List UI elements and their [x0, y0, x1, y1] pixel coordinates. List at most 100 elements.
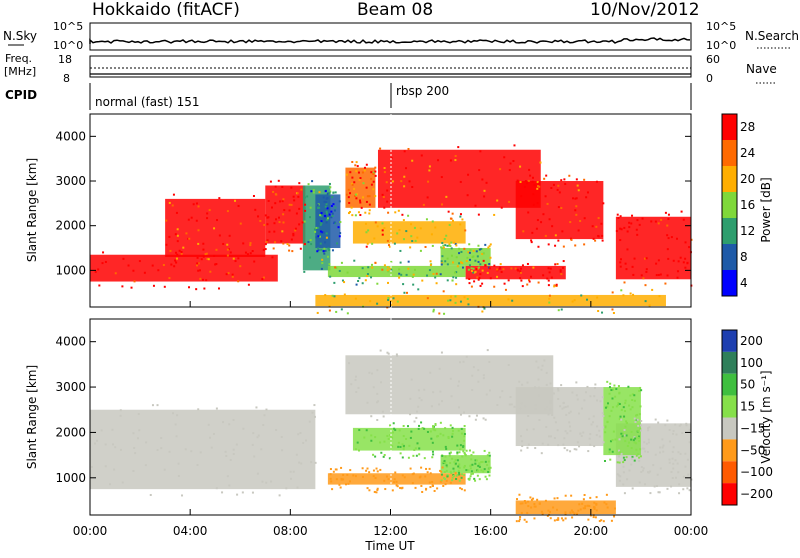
power-data-speck	[176, 240, 179, 243]
power-data-speck	[655, 262, 658, 265]
vel-data-speck	[488, 454, 491, 457]
vel-data-speck	[595, 509, 598, 512]
power-data-speck	[357, 211, 360, 214]
vel-data-speck	[399, 452, 402, 455]
power-data-speck	[237, 204, 240, 207]
vel-data-speck	[401, 474, 404, 477]
power-data-speck	[477, 266, 480, 269]
power-data-speck	[601, 234, 604, 237]
power-data-speck	[325, 212, 328, 215]
vel-data-speck	[451, 479, 454, 482]
vel-data-speck	[561, 407, 564, 410]
vel-data-speck	[407, 425, 410, 428]
power-data-speck	[551, 225, 554, 228]
power-data-speck	[331, 212, 334, 215]
power-data-speck	[481, 178, 484, 181]
power-data-speck	[195, 288, 198, 291]
power-data-speck	[432, 310, 435, 313]
power-data-speck	[291, 250, 294, 253]
power-data-speck	[484, 264, 487, 267]
power-data-speck	[655, 274, 658, 277]
power-data-speck	[622, 294, 625, 297]
vel-data-speck	[121, 481, 124, 484]
vel-data-speck	[553, 519, 556, 522]
power-data-speck	[476, 276, 479, 279]
vel-data-speck	[368, 471, 371, 474]
power-data-speck	[442, 290, 445, 293]
power-data-speck	[331, 249, 334, 252]
vel-data-speck	[623, 429, 626, 432]
vel-data-speck	[622, 465, 625, 468]
vel-data-speck	[329, 477, 332, 480]
vel-data-speck	[471, 472, 474, 475]
power-data-speck	[347, 188, 350, 191]
power-data-speck	[288, 244, 291, 247]
vel-data-speck	[402, 444, 405, 447]
power-data-cell-8	[440, 248, 491, 266]
power-data-speck	[576, 184, 579, 187]
beam-title: Beam 08	[357, 0, 433, 20]
nsky-series-line	[89, 37, 691, 44]
vel-data-speck	[593, 507, 596, 510]
vel-data-speck	[405, 437, 408, 440]
power-data-speck	[359, 201, 362, 204]
vel-data-speck	[556, 518, 559, 521]
power-data-speck	[293, 199, 296, 202]
power-data-speck	[312, 191, 315, 194]
power-data-speck	[202, 242, 205, 245]
power-data-speck	[310, 190, 313, 193]
vel-data-speck	[633, 417, 636, 420]
power-data-speck	[466, 194, 469, 197]
vel-data-speck	[687, 473, 690, 476]
vel-data-speck	[340, 466, 343, 469]
power-data-speck	[174, 233, 177, 236]
power-data-speck	[354, 214, 357, 217]
power-data-speck	[274, 218, 277, 221]
power-data-speck	[265, 240, 268, 243]
vel-data-speck	[443, 459, 446, 462]
power-data-speck	[475, 250, 478, 253]
power-data-speck	[372, 171, 375, 174]
vel-data-speck	[261, 480, 264, 483]
vel-data-speck	[527, 414, 530, 417]
vel-data-speck	[443, 471, 446, 474]
vel-data-speck	[464, 454, 467, 457]
vel-data-speck	[688, 428, 691, 431]
vel-data-speck	[430, 405, 433, 408]
vel-data-speck	[370, 415, 373, 418]
vel-data-speck	[434, 424, 437, 427]
vel-data-speck	[438, 367, 441, 370]
vel-data-speck	[636, 413, 639, 416]
vel-data-speck	[469, 464, 472, 467]
power-cbar-label-3: 16	[740, 198, 755, 212]
power-cbar-label-5: 8	[740, 250, 748, 264]
power-data-speck	[357, 171, 360, 174]
power-data-speck	[282, 213, 285, 216]
vel-data-speck	[338, 483, 341, 486]
vel-data-speck	[638, 435, 641, 438]
vel-data-speck	[488, 360, 491, 363]
vel-data-speck	[420, 484, 423, 487]
vel-data-speck	[156, 449, 159, 452]
vel-data-speck	[602, 441, 605, 444]
vel-data-cell-2	[515, 387, 604, 447]
power-data-speck	[266, 223, 269, 226]
vel-data-speck	[637, 424, 640, 427]
power-data-speck	[366, 273, 369, 276]
power-data-speck	[574, 209, 577, 212]
vel-data-speck	[371, 372, 374, 375]
power-data-speck	[180, 252, 183, 255]
power-data-speck	[168, 201, 171, 204]
power-data-speck	[237, 257, 240, 260]
power-data-speck	[645, 257, 648, 260]
power-data-speck	[591, 225, 594, 228]
power-data-speck	[343, 281, 346, 284]
power-data-speck	[197, 242, 200, 245]
power-data-speck	[345, 173, 348, 176]
power-data-speck	[387, 281, 390, 284]
vel-data-speck	[463, 489, 466, 492]
power-data-speck	[132, 269, 135, 272]
power-data-speck	[536, 202, 539, 205]
vel-data-speck	[520, 449, 523, 452]
